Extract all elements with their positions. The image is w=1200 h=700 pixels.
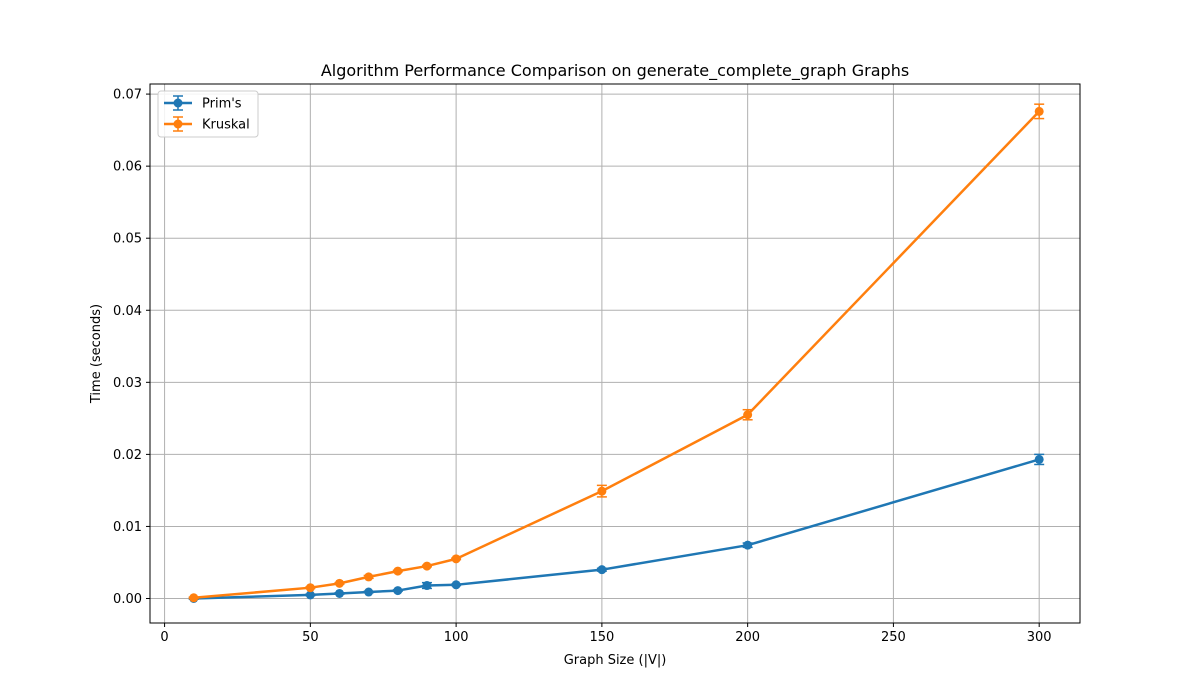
- data-point: [393, 566, 403, 576]
- data-point: [189, 593, 199, 603]
- x-tick-label: 300: [1027, 630, 1052, 645]
- data-point: [451, 554, 461, 564]
- data-point: [597, 565, 607, 575]
- legend-marker: [173, 98, 183, 108]
- y-tick-label: 0.02: [113, 448, 142, 463]
- y-tick-label: 0.03: [113, 376, 142, 391]
- chart-title: Algorithm Performance Comparison on gene…: [321, 61, 909, 81]
- legend-label: Prim's: [202, 97, 242, 112]
- y-tick-label: 0.01: [113, 520, 142, 535]
- y-axis: 0.00 0.01 0.02 0.03 0.04 0.05 0.06 0.07: [113, 88, 150, 607]
- data-point: [305, 583, 315, 593]
- data-point: [364, 587, 374, 597]
- data-point: [334, 578, 344, 588]
- data-point: [1034, 106, 1044, 116]
- x-tick-label: 200: [735, 630, 760, 645]
- y-tick-label: 0.06: [113, 160, 142, 175]
- series-prims: [188, 453, 1045, 603]
- data-point: [393, 586, 403, 596]
- x-tick-label: 0: [160, 630, 168, 645]
- data-point: [743, 410, 753, 420]
- data-point: [743, 540, 753, 550]
- legend: Prim's Kruskal: [157, 90, 259, 138]
- series-line: [193, 458, 1040, 600]
- data-point: [597, 486, 607, 496]
- y-tick-label: 0.00: [113, 592, 142, 607]
- y-tick-label: 0.04: [113, 304, 142, 319]
- data-point: [334, 588, 344, 598]
- legend-item: Kruskal: [164, 116, 250, 133]
- x-axis-label: Graph Size (|V|): [564, 653, 667, 668]
- grid: [150, 84, 1080, 623]
- data-point: [422, 581, 432, 591]
- x-tick-label: 150: [589, 630, 614, 645]
- data-point: [451, 580, 461, 590]
- legend-label: Kruskal: [202, 118, 250, 133]
- plot-frame: [149, 83, 1081, 624]
- x-tick-label: 250: [881, 630, 906, 645]
- y-axis-label: Time (seconds): [89, 304, 104, 404]
- data-point: [1034, 454, 1044, 464]
- data-point: [305, 590, 315, 600]
- legend-item: Prim's: [164, 95, 242, 112]
- data-point: [364, 572, 374, 582]
- x-tick-label: 100: [444, 630, 469, 645]
- x-tick-label: 50: [302, 630, 319, 645]
- series-line: [193, 110, 1041, 600]
- series-kruskal: [188, 103, 1045, 603]
- series-layer: [188, 103, 1045, 603]
- y-tick-label: 0.05: [113, 232, 142, 247]
- y-tick-label: 0.07: [113, 88, 142, 103]
- data-point: [422, 561, 432, 571]
- legend-marker: [173, 119, 183, 129]
- x-axis: 0 50 100 150 200 250 300: [160, 623, 1052, 645]
